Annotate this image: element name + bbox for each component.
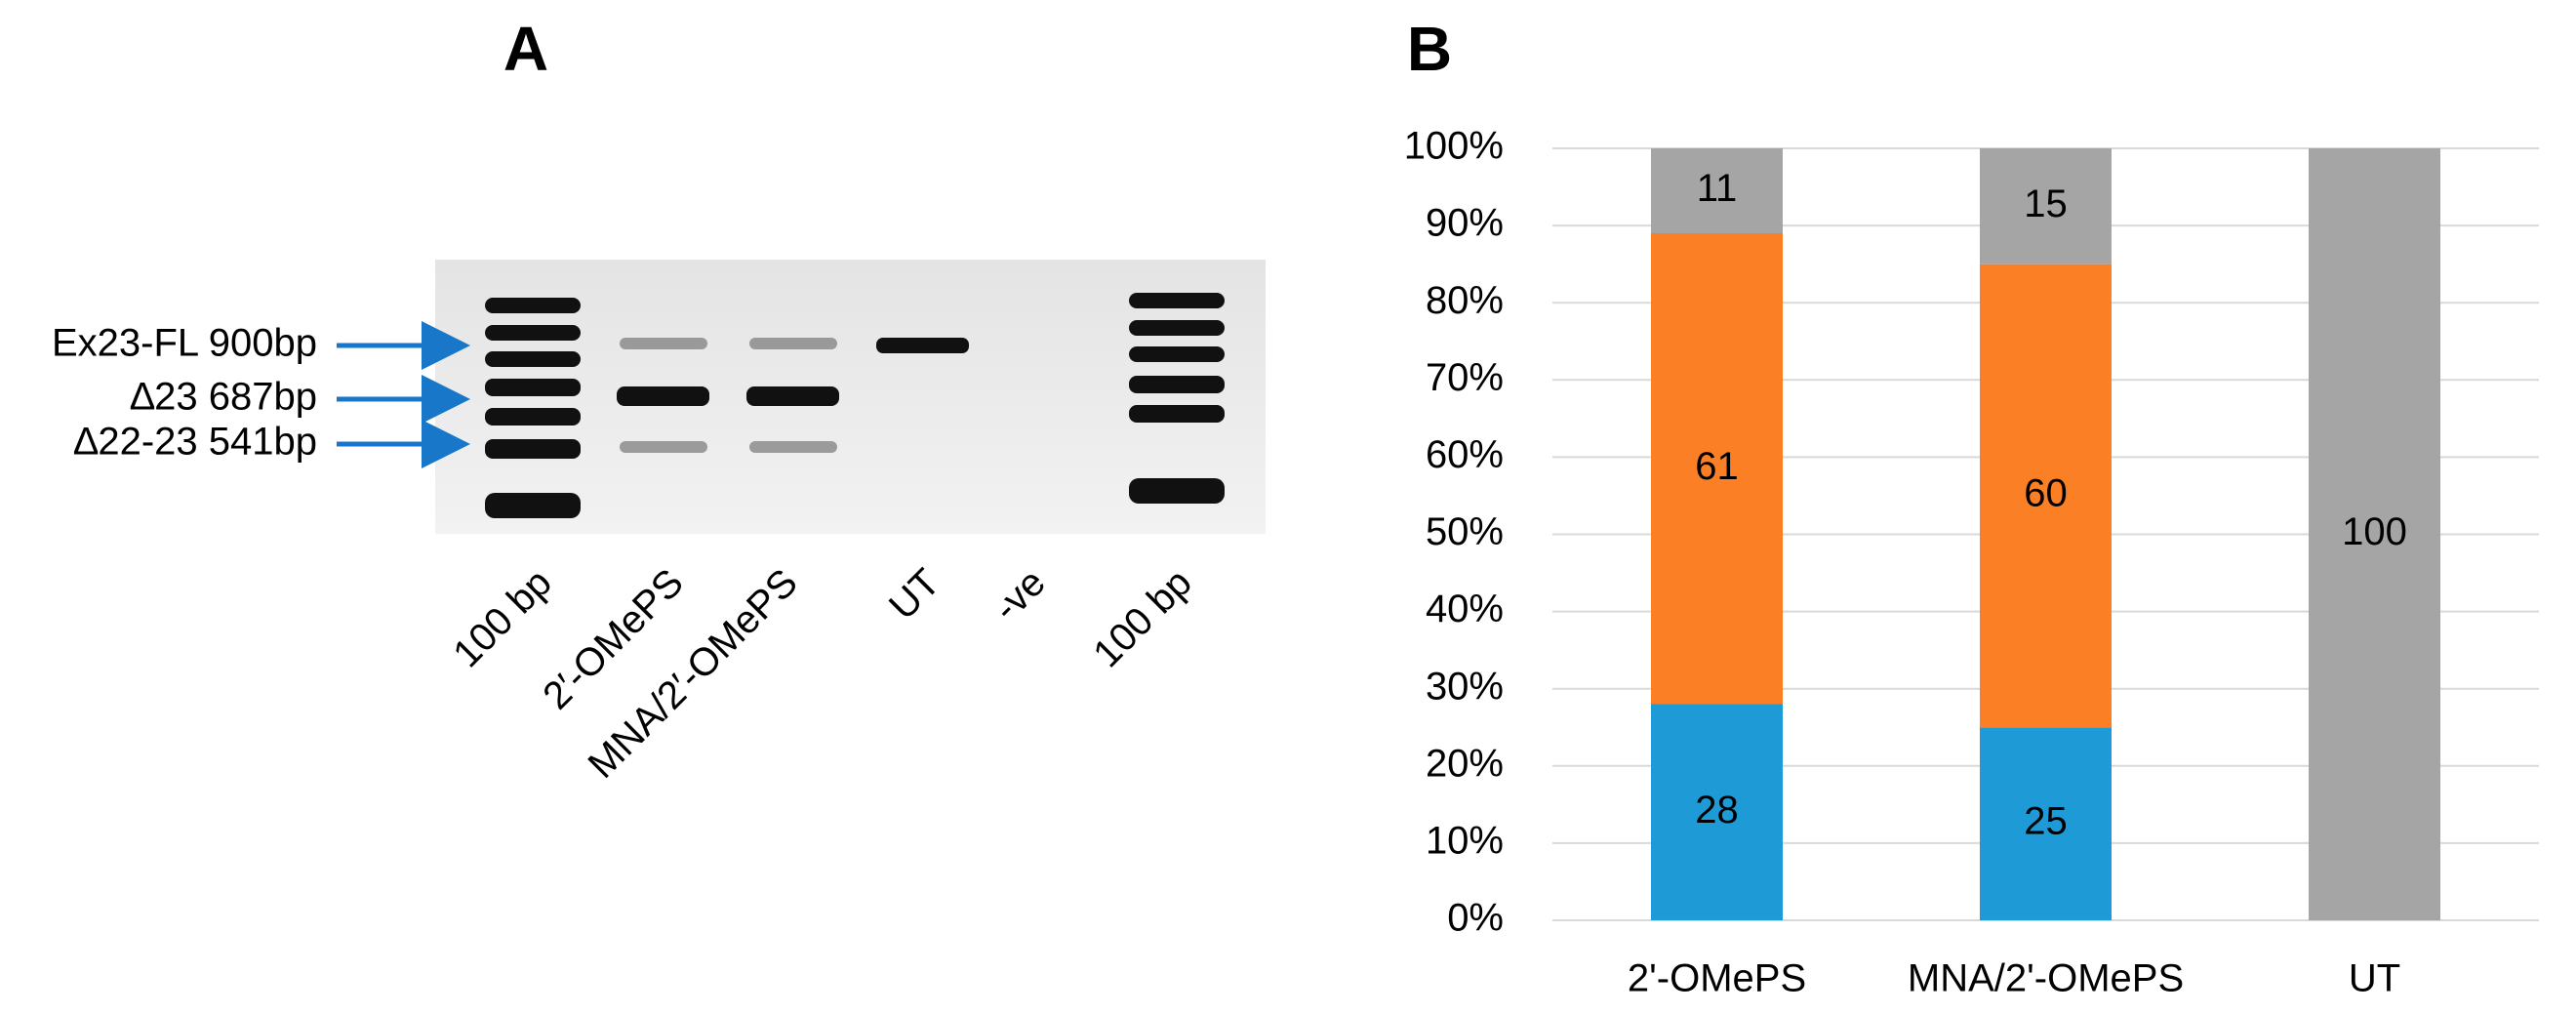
bar-segment [1651,148,1783,234]
bar-segment [2309,148,2440,920]
bar-segment [1651,704,1783,920]
chart-title: B [1407,14,1452,84]
lane-label: MNA/2′-OMePS [581,561,806,787]
data-label: 28 [1695,789,1739,831]
bar-segment [1980,727,2112,920]
y-tick-label: 50% [1426,510,1504,553]
lane-label: UT [881,561,948,629]
panel-a-label: A [503,14,548,84]
y-tick-label: 100% [1404,125,1504,168]
data-label: 100 [2342,510,2407,553]
y-tick-label: 90% [1426,202,1504,245]
y-tick-label: 20% [1426,742,1504,785]
data-label: 60 [2024,472,2068,515]
lane-label: 100 bp [1085,561,1200,676]
x-tick-label: 2'-OMePS [1628,957,1806,1000]
x-tick-label: MNA/2'-OMePS [1908,957,2184,1000]
bar-segment [1980,264,2112,728]
band-arrows [337,321,470,468]
band-label: ∆23 687bp [131,376,317,419]
data-label: 11 [1697,167,1738,210]
band-label: ∆22-23 541bp [74,421,317,464]
band-label: Ex23-FL 900bp [52,322,317,365]
y-tick-label: 80% [1426,279,1504,322]
gel-image [435,260,1266,534]
y-tick-label: 10% [1426,819,1504,862]
x-tick-label: UT [2349,957,2400,1000]
lane-label: -ve [985,561,1053,629]
lane-label: 100 bp [445,561,560,676]
y-tick-label: 60% [1426,433,1504,476]
y-tick-label: 40% [1426,588,1504,630]
y-tick-label: 30% [1426,665,1504,708]
bar-segment [1651,233,1783,705]
data-label: 61 [1695,445,1739,488]
data-label: 25 [2024,800,2068,843]
y-tick-label: 70% [1426,356,1504,399]
y-tick-label: 0% [1447,897,1504,940]
bar-segment [1980,148,2112,264]
data-label: 15 [2024,183,2068,225]
